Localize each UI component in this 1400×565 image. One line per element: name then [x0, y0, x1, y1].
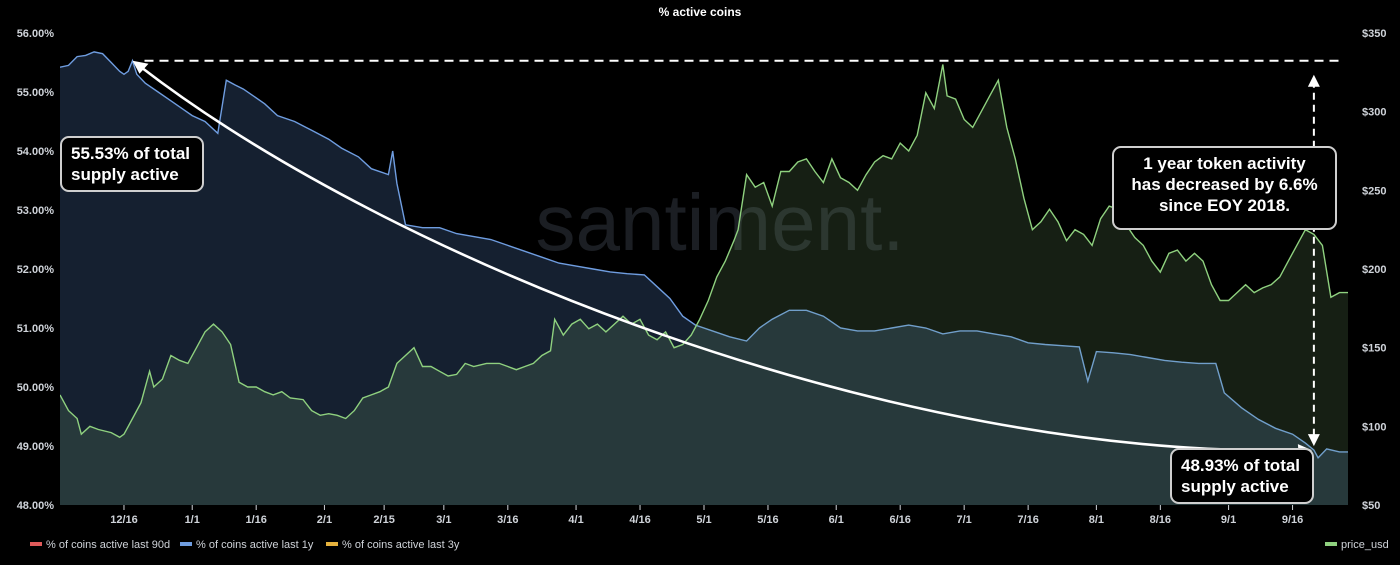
right-tick-label: $100	[1362, 421, 1386, 433]
right-tick-label: $50	[1362, 500, 1380, 512]
x-tick-label: 1/1	[185, 514, 200, 526]
x-tick-label: 5/1	[696, 514, 711, 526]
right-tick-label: $250	[1362, 185, 1386, 197]
x-tick-label: 5/16	[757, 514, 778, 526]
annotation-text-0-0: 55.53% of total	[71, 144, 190, 163]
x-tick-label: 8/1	[1089, 514, 1104, 526]
x-tick-label: 12/16	[110, 514, 138, 526]
legend-label[interactable]: price_usd	[1341, 539, 1389, 551]
x-tick-label: 4/1	[568, 514, 583, 526]
x-tick-label: 6/16	[889, 514, 910, 526]
legend-swatch	[326, 542, 338, 546]
annotation-box-0	[60, 136, 204, 192]
legend-label[interactable]: % of coins active last 90d	[46, 539, 170, 551]
x-tick-label: 7/16	[1017, 514, 1038, 526]
down-arrowhead	[1307, 434, 1320, 447]
curve-start-arrowhead	[132, 60, 149, 74]
x-tick-label: 3/1	[436, 514, 451, 526]
x-tick-label: 6/1	[829, 514, 844, 526]
left-tick-label: 53.00%	[17, 205, 55, 217]
left-tick-label: 55.00%	[17, 87, 55, 99]
legend-swatch	[1325, 542, 1337, 546]
left-tick-label: 50.00%	[17, 382, 55, 394]
plot-area	[60, 33, 1348, 505]
legend-swatch	[30, 542, 42, 546]
right-tick-label: $300	[1362, 107, 1386, 119]
annotation-text-1-2: since EOY 2018.	[1159, 196, 1290, 215]
left-tick-label: 48.00%	[17, 500, 55, 512]
annotation-box-1	[1112, 146, 1337, 230]
series-area-1	[60, 64, 1348, 505]
left-tick-label: 54.00%	[17, 146, 55, 158]
left-tick-label: 49.00%	[17, 441, 55, 453]
x-tick-label: 8/16	[1150, 514, 1171, 526]
right-tick-label: $150	[1362, 343, 1386, 355]
legend-label[interactable]: % of coins active last 3y	[342, 539, 460, 551]
left-tick-label: 56.00%	[17, 28, 55, 40]
annotation-text-2-0: 48.93% of total	[1181, 456, 1300, 475]
annotation-text-2-1: supply active	[1181, 477, 1289, 496]
annotation-box-2	[1170, 448, 1314, 504]
series-line-1	[60, 64, 1348, 439]
annotation-text-0-1: supply active	[71, 165, 179, 184]
chart-title: % active coins	[659, 5, 742, 19]
annotation-text-1-0: 1 year token activity	[1143, 154, 1306, 173]
left-tick-label: 51.00%	[17, 323, 55, 335]
annotation-text-1-1: has decreased by 6.6%	[1131, 175, 1317, 194]
legend-label[interactable]: % of coins active last 1y	[196, 539, 314, 551]
x-tick-label: 2/1	[317, 514, 332, 526]
x-tick-label: 1/16	[245, 514, 266, 526]
x-tick-label: 2/15	[373, 514, 394, 526]
x-tick-label: 7/1	[957, 514, 972, 526]
up-arrowhead	[1307, 74, 1320, 87]
series-area-0	[60, 51, 1348, 505]
series-line-0	[60, 51, 1348, 459]
watermark: santiment.	[535, 178, 904, 267]
x-tick-label: 4/16	[629, 514, 650, 526]
right-tick-label: $200	[1362, 264, 1386, 276]
decline-curve	[139, 65, 1306, 452]
right-tick-label: $350	[1362, 28, 1386, 40]
left-tick-label: 52.00%	[17, 264, 55, 276]
x-tick-label: 9/16	[1282, 514, 1303, 526]
x-tick-label: 9/1	[1221, 514, 1236, 526]
x-tick-label: 3/16	[497, 514, 518, 526]
legend-swatch	[180, 542, 192, 546]
